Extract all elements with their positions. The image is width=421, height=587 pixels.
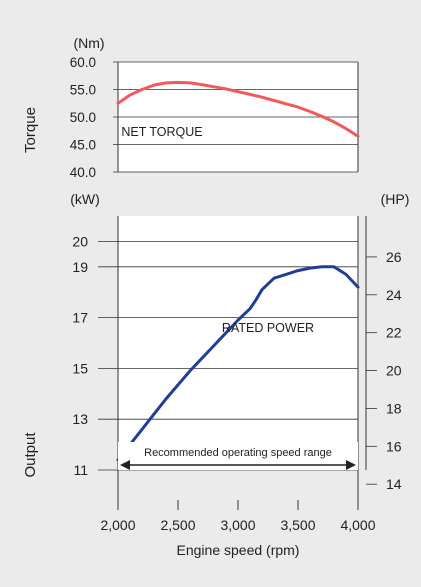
torque-unit-label: (Nm) (73, 35, 104, 51)
kw-tick-label: 15 (72, 360, 88, 376)
x-tick-label: 4,000 (340, 517, 375, 533)
hp-tick-label: 22 (386, 325, 402, 341)
operating-range-label: Recommended operating speed range (144, 447, 332, 459)
net-torque-annotation: NET TORQUE (121, 125, 202, 139)
x-tick-label: 3,500 (280, 517, 315, 533)
kw-unit-label: (kW) (70, 191, 100, 207)
x-tick-labels: 2,000 2,500 3,000 3,500 4,000 (100, 500, 376, 533)
hp-tick-label: 24 (386, 287, 402, 303)
x-tick-label: 2,500 (160, 517, 195, 533)
torque-tick-label: 50.0 (70, 110, 96, 125)
hp-unit-label: (HP) (381, 191, 410, 207)
hp-tick-label: 26 (386, 249, 402, 265)
rated-power-annotation: RATED POWER (222, 321, 314, 335)
torque-tick-label: 55.0 (70, 83, 96, 98)
torque-tick-label: 60.0 (70, 55, 96, 70)
torque-tick-labels: 40.0 45.0 50.0 55.0 60.0 (70, 55, 96, 180)
kw-tick-label: 17 (72, 310, 88, 326)
hp-tick-label: 18 (386, 400, 402, 416)
x-axis-label: Engine speed (rpm) (177, 542, 300, 558)
output-plot-area (118, 216, 358, 470)
torque-axis-label: Torque (22, 107, 39, 153)
torque-grid (113, 61, 358, 173)
hp-tick-label: 16 (386, 438, 402, 454)
kw-tick-label: 20 (72, 233, 88, 249)
operating-range-arrow-right (346, 460, 356, 470)
hp-tick-labels: 14 16 18 20 22 24 26 (366, 249, 402, 492)
axes-lines (117, 62, 367, 500)
rated-power-line (116, 265, 360, 462)
operating-range: Recommended operating speed range (118, 442, 358, 470)
kw-tick-labels: 11 13 15 17 19 20 (72, 233, 88, 478)
series-layer (116, 80, 360, 462)
hp-tick-label: 14 (386, 476, 402, 492)
x-tick-label: 2,000 (100, 517, 135, 533)
kw-tick-label: 19 (72, 259, 88, 275)
torque-tick-label: 45.0 (70, 138, 96, 153)
x-tick-label: 3,000 (220, 517, 255, 533)
kw-tick-label: 13 (72, 411, 88, 427)
kw-tick-label: 11 (73, 462, 88, 478)
operating-range-arrow-left (120, 460, 130, 470)
hp-tick-label: 20 (386, 363, 402, 379)
torque-tick-label: 40.0 (70, 165, 96, 180)
output-axis-label: Output (22, 432, 39, 478)
net-torque-line (116, 80, 360, 138)
